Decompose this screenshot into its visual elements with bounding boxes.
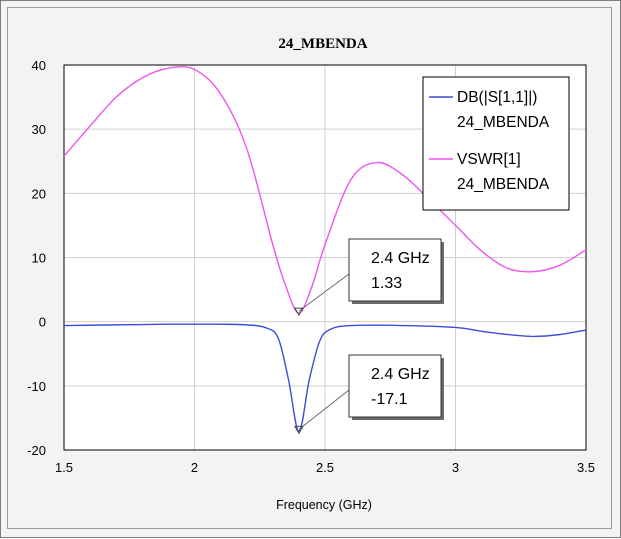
- x-tick-label: 3.5: [577, 460, 595, 475]
- marker-triangle-icon: [294, 425, 304, 435]
- series-line-vswr: [63, 66, 587, 314]
- legend-series-source: 24_MBENDA: [457, 176, 550, 193]
- legend-series-name: DB(|S[1,1]|): [457, 89, 537, 106]
- x-tick-label: 3: [452, 460, 459, 475]
- y-tick-label: 30: [32, 122, 46, 137]
- marker-leader-line: [298, 273, 350, 312]
- y-tick-label: 0: [39, 315, 46, 330]
- marker-leader-line: [298, 389, 350, 430]
- y-tick-label: -20: [27, 443, 46, 458]
- marker-label-frequency: 2.4 GHz: [371, 250, 430, 267]
- marker-triangle-icon: [294, 307, 304, 317]
- marker-box: [348, 354, 442, 418]
- marker-group: 2.4 GHz 1.33 2.4 GHz -17.1: [294, 238, 444, 435]
- y-tick-label: -10: [27, 379, 46, 394]
- plot-border: [63, 64, 587, 451]
- series-group: [63, 66, 587, 433]
- legend-series-name: VSWR[1]: [457, 151, 521, 168]
- marker-box: [348, 238, 442, 302]
- y-tick-label: 10: [32, 251, 46, 266]
- y-tick-label: 40: [32, 58, 46, 73]
- legend-series-source: 24_MBENDA: [457, 114, 550, 131]
- marker-label-value: 1.33: [371, 275, 402, 292]
- marker-label-value: -17.1: [371, 391, 408, 408]
- tick-labels: 1.5 2 2.5 3 3.5 40 30 20 10 0 -10 -20: [27, 58, 595, 475]
- x-tick-label: 2: [191, 460, 198, 475]
- chart-title: 24_MBENDA: [278, 36, 367, 52]
- marker-label-frequency: 2.4 GHz: [371, 366, 430, 383]
- x-tick-label: 1.5: [55, 460, 73, 475]
- x-axis-title: Frequency (GHz): [276, 498, 372, 512]
- series-line-s11-db: [63, 323, 587, 433]
- x-tick-label: 2.5: [316, 460, 334, 475]
- legend-box: [422, 76, 570, 211]
- y-tick-label: 20: [32, 186, 46, 201]
- legend: DB(|S[1,1]|) 24_MBENDA VSWR[1] 24_MBENDA: [422, 76, 570, 211]
